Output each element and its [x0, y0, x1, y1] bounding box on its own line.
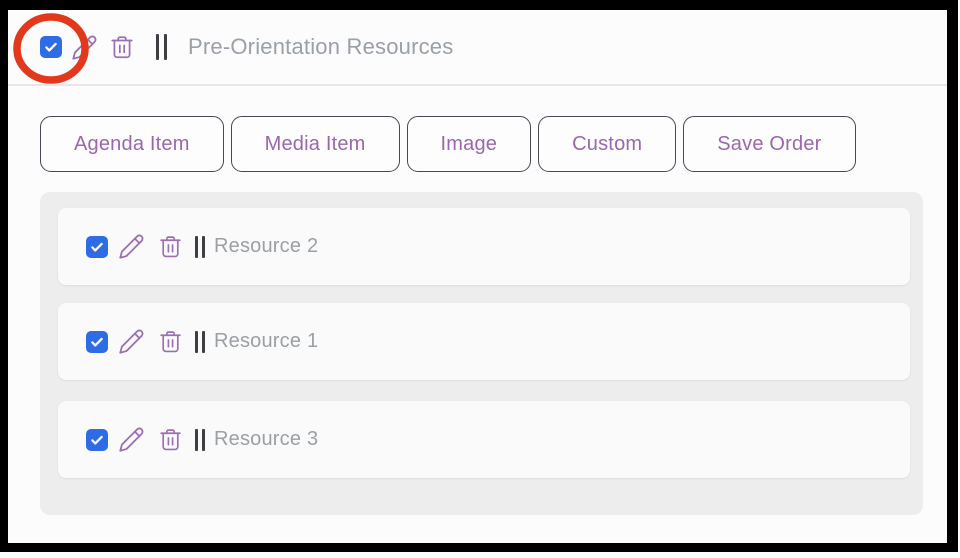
trash-icon — [160, 331, 181, 353]
resource-label: Resource 1 — [214, 330, 319, 352]
media-item-button[interactable]: Media Item — [230, 116, 400, 172]
edit-button[interactable] — [118, 328, 145, 355]
image-button[interactable]: Image — [406, 116, 532, 172]
edit-button[interactable] — [71, 34, 98, 61]
resource-checkbox[interactable] — [86, 330, 108, 353]
delete-button[interactable] — [158, 328, 183, 355]
trash-icon — [111, 36, 133, 59]
delete-button[interactable] — [109, 33, 135, 61]
drag-handle-icon[interactable] — [195, 428, 205, 451]
resource-checkbox[interactable] — [86, 428, 108, 451]
edit-button[interactable] — [118, 426, 145, 453]
content-area: Pre-Orientation Resources Agenda Item Me… — [8, 10, 947, 543]
resource-row: Resource 3 — [58, 401, 910, 478]
resource-label: Resource 3 — [214, 428, 319, 450]
resource-checkbox[interactable] — [86, 235, 108, 258]
resource-row: Resource 1 — [58, 303, 910, 380]
pencil-icon — [119, 427, 144, 452]
check-icon — [91, 435, 103, 445]
header-divider — [8, 84, 947, 86]
toolbar: Agenda Item Media Item Image Custom Save… — [40, 116, 856, 172]
pencil-icon — [119, 329, 144, 354]
resource-row: Resource 2 — [58, 208, 910, 285]
check-icon — [91, 337, 103, 347]
resource-list-panel: Resource 2 — [40, 192, 923, 515]
check-icon — [45, 42, 57, 52]
delete-button[interactable] — [158, 233, 183, 260]
trash-icon — [160, 429, 181, 451]
save-order-button[interactable]: Save Order — [683, 116, 856, 172]
trash-icon — [160, 236, 181, 258]
pencil-icon — [119, 234, 144, 259]
check-icon — [91, 242, 103, 252]
pencil-icon — [72, 35, 97, 60]
drag-handle-icon[interactable] — [156, 34, 167, 60]
delete-button[interactable] — [158, 426, 183, 453]
section-title: Pre-Orientation Resources — [188, 34, 454, 59]
custom-button[interactable]: Custom — [538, 116, 677, 172]
section-header: Pre-Orientation Resources — [8, 10, 947, 84]
header-checkbox[interactable] — [40, 36, 62, 58]
resource-label: Resource 2 — [214, 235, 319, 257]
edit-button[interactable] — [118, 233, 145, 260]
agenda-item-button[interactable]: Agenda Item — [40, 116, 224, 172]
drag-handle-icon[interactable] — [195, 235, 205, 258]
drag-handle-icon[interactable] — [195, 330, 205, 353]
